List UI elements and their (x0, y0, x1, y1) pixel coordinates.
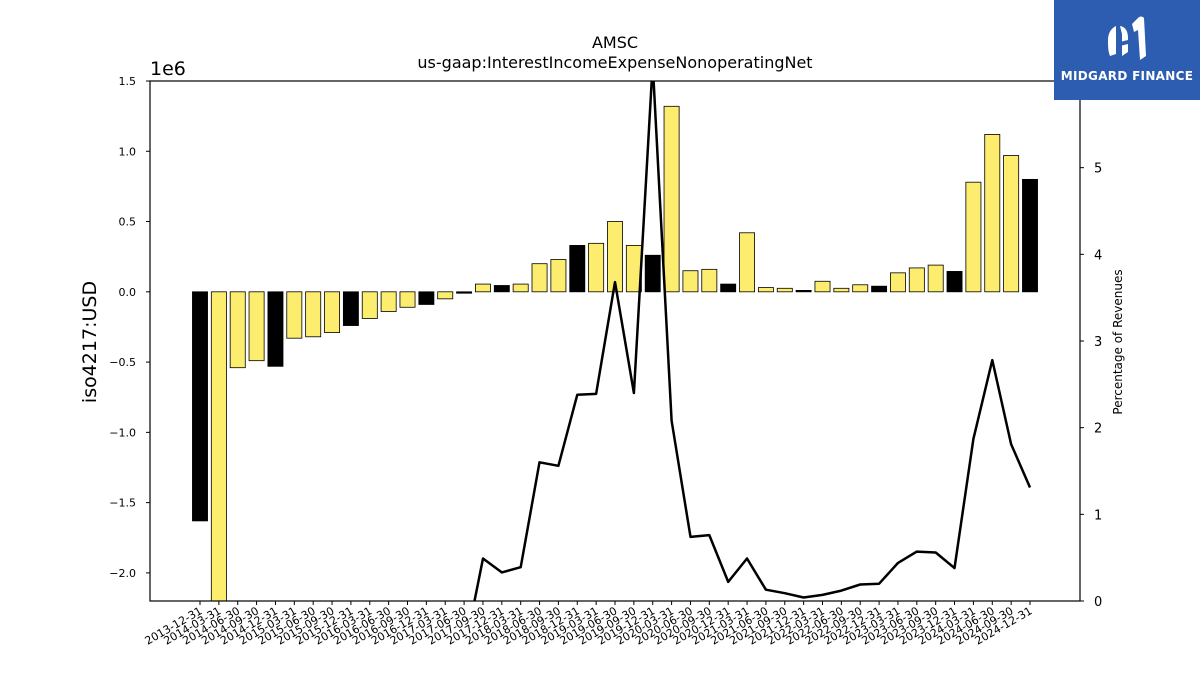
bar-2023-09-30 (927, 264, 944, 293)
bar-2014-12-31 (267, 291, 284, 367)
bar-2018-12-31 (569, 245, 586, 293)
bar-2024-06-30 (984, 134, 1001, 293)
line-series-group (473, 81, 1032, 601)
y2-axis-label: Percentage of Revenues (1111, 269, 1125, 414)
y2-tick-label: 5 (1094, 162, 1102, 177)
bar-2022-06-30 (833, 287, 850, 293)
bar-2015-06-30 (305, 291, 322, 338)
y-offset-text: 1e6 (150, 58, 186, 80)
bar-2021-12-31 (795, 290, 812, 293)
chart-subtitle: us-gaap:InterestIncomeExpenseNonoperatin… (417, 53, 813, 72)
y-axis-label: iso4217:USD (79, 281, 101, 403)
midgard-finance-logo-icon (1108, 16, 1146, 60)
y-tick-label: 1.0 (119, 145, 137, 158)
bar-2017-06-30 (456, 291, 473, 294)
bar-2017-12-31 (493, 285, 510, 293)
y2-tick-label: 2 (1094, 422, 1102, 437)
bar-2023-06-30 (908, 267, 925, 293)
bar-2014-03-31 (210, 291, 227, 601)
bar-2018-06-30 (531, 263, 548, 293)
y2-tick-label: 0 (1094, 595, 1102, 610)
y-axis-left: −2.0 −1.5 −1.0 −0.5 0.0 0.5 1.0 1.5 (109, 75, 150, 580)
y2-tick-label: 4 (1094, 248, 1102, 263)
bar-2018-03-31 (512, 283, 529, 293)
bar-2015-12-31 (342, 291, 359, 326)
plot-frame (149, 80, 1081, 602)
x-axis: 2013-12-312014-03-312014-06-302014-09-30… (143, 601, 1035, 648)
y-tick-label: −1.5 (109, 497, 136, 510)
bar-2023-03-31 (890, 272, 906, 293)
bar-2015-03-31 (286, 291, 303, 339)
y-tick-label: −2.0 (109, 567, 136, 580)
bar-2016-03-31 (361, 291, 378, 319)
y-tick-label: 0.5 (119, 216, 137, 229)
y-tick-label: 1.5 (119, 75, 137, 88)
chart-title: AMSC (591, 33, 639, 52)
bar-2021-06-30 (757, 287, 774, 293)
bar-2024-03-31 (965, 181, 982, 293)
bar-2014-09-30 (248, 291, 265, 362)
bar-2021-09-30 (776, 287, 793, 293)
y2-tick-label: 1 (1094, 508, 1102, 523)
bar-2014-06-30 (229, 291, 246, 369)
bar-2017-03-31 (437, 291, 454, 300)
bar-2023-12-31 (946, 271, 963, 293)
bar-2024-12-31 (1022, 178, 1038, 293)
y-tick-label: −0.5 (109, 356, 136, 369)
y-tick-label: 0.0 (119, 286, 137, 299)
bar-2018-09-30 (550, 259, 567, 293)
bar-series (192, 105, 1038, 601)
percentage-line (473, 81, 1032, 601)
bar-2024-09-30 (1003, 155, 1020, 293)
bar-2019-12-31 (644, 254, 661, 293)
bar-2020-09-30 (701, 268, 718, 293)
y-axis-right: 0 1 2 3 4 5 (1080, 162, 1102, 610)
bar-2021-03-31 (739, 232, 755, 293)
bar-2022-03-31 (814, 280, 831, 293)
bar-2020-03-31 (663, 105, 680, 293)
bar-2020-12-31 (720, 283, 737, 293)
bar-2016-06-30 (380, 291, 397, 312)
y2-tick-label: 3 (1094, 335, 1102, 350)
bar-2020-06-30 (682, 270, 699, 293)
bar-2015-09-30 (324, 291, 340, 333)
bar-2016-12-31 (418, 291, 435, 305)
midgard-finance-logo: MIDGARD FINANCE (1054, 0, 1200, 100)
y-tick-label: −1.0 (109, 426, 136, 439)
bar-2017-09-30 (475, 283, 491, 293)
bar-2013-12-31 (192, 291, 208, 522)
bar-2016-09-30 (399, 291, 416, 308)
bar-2022-09-30 (852, 284, 869, 293)
bar-2019-06-30 (607, 221, 623, 293)
logo-text: MIDGARD FINANCE (1060, 69, 1194, 83)
bar-2022-12-31 (871, 285, 888, 293)
bar-2019-03-31 (588, 242, 605, 293)
